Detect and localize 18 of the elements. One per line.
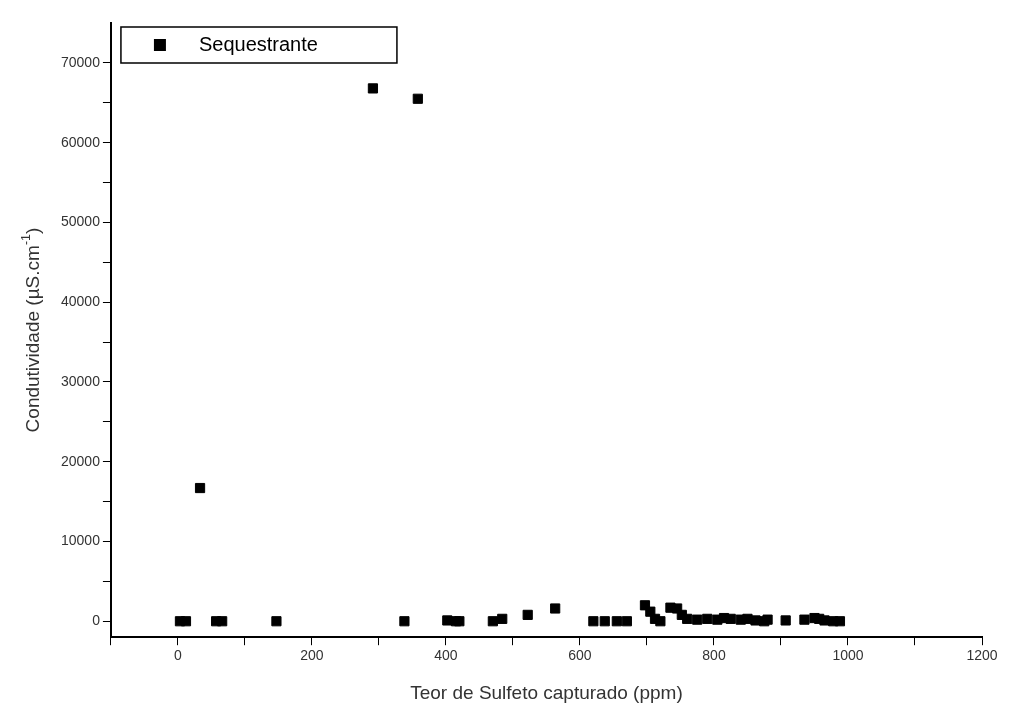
x-tick-label: 200 bbox=[300, 647, 324, 664]
y-tick-label: 60000 bbox=[60, 133, 101, 150]
y-tick-label: 50000 bbox=[60, 213, 101, 230]
y-tick-label: 30000 bbox=[60, 372, 101, 389]
legend-label: Sequestrante bbox=[198, 32, 318, 55]
y-tick-label: 10000 bbox=[60, 532, 101, 549]
x-tick-label: 0 bbox=[174, 647, 183, 664]
y-tick-label: 70000 bbox=[60, 53, 101, 70]
x-tick-label: 400 bbox=[434, 647, 458, 664]
x-tick-label: 800 bbox=[702, 647, 726, 664]
y-tick-label: 20000 bbox=[60, 452, 101, 469]
y-axis-title: Condutividade (µS.cm-1) bbox=[18, 227, 44, 433]
x-axis-title: Teor de Sulfeto capturado (ppm) bbox=[410, 682, 683, 704]
x-tick-label: 600 bbox=[568, 647, 592, 664]
x-tick-label: 1000 bbox=[832, 647, 864, 664]
y-tick-label: 0 bbox=[92, 612, 101, 629]
x-tick-label: 1200 bbox=[966, 647, 998, 664]
y-tick-label: 40000 bbox=[60, 293, 101, 310]
